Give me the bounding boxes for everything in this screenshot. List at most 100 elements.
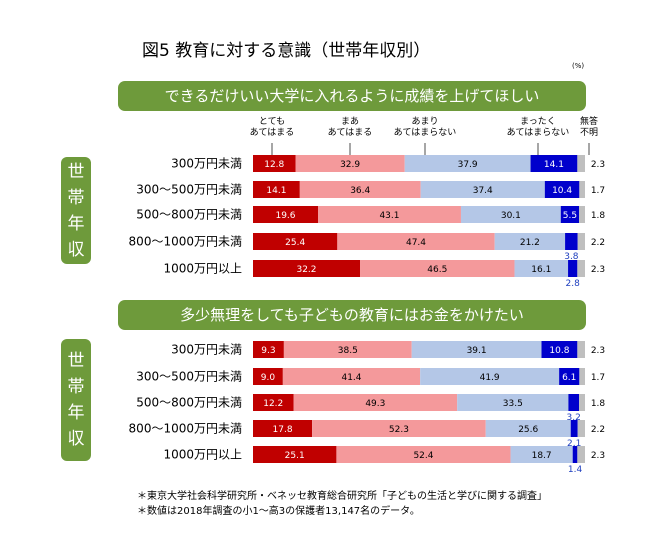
data-label: 1.8 [591,211,606,221]
bar-segment-maa [312,420,486,437]
footnote-data: ＊数値は2018年調査の小1～高3の保護者13,147名のデータ。 [137,506,420,517]
bar-segment-mutou [579,394,585,411]
legend-label: まったく [520,116,556,127]
bar-segment-totemo [253,446,337,463]
bar-segment-totemo [253,368,283,385]
data-label: 16.1 [531,265,551,275]
data-label: 46.5 [427,265,447,275]
side-char: 世 [67,351,85,371]
legend-label: あてはまる [250,127,295,138]
bar-segment-amari [404,155,531,172]
data-label: 43.1 [379,211,399,221]
bar-segment-amari [411,341,542,358]
data-label: 2.3 [591,160,605,170]
side-char: 世 [67,161,85,182]
bar-segment-totemo [253,206,319,223]
data-label: 32.2 [296,265,316,275]
data-label: 41.9 [480,373,500,383]
legend-label: とても [259,116,285,127]
data-label: 2.8 [566,279,581,289]
category-label: 300～500万円未満 [136,183,242,197]
bar-segment-amari [420,181,545,198]
bar-segment-mutou [577,233,585,250]
bar-segment-mattaku [568,260,578,277]
data-label: 41.4 [341,373,361,383]
bar-segment-mattaku [572,446,578,463]
side-char: 帯 [67,377,85,397]
bar-segment-amari [514,260,569,277]
bar-segment-amari [485,420,571,437]
data-label: 18.7 [532,451,552,461]
data-label: 2.1 [567,439,581,449]
data-label: 5.5 [563,211,577,221]
bar-segment-maa [295,155,405,172]
data-label: 17.8 [273,425,293,435]
data-label: 2.3 [591,451,605,461]
bar-segment-mattaku [559,368,580,385]
data-label: 32.9 [340,160,360,170]
side-label-bottom: 世 帯 年 収 [61,339,91,461]
bar-segment-mattaku [565,233,578,250]
bar-segment-amari [460,206,561,223]
legend-label: あまり [411,116,438,127]
bar-segment-mutou [579,181,585,198]
bar-segment-maa [360,260,515,277]
data-label: 2.3 [591,265,605,275]
data-label: 1.7 [591,186,605,196]
side-char: 年 [67,403,85,423]
bar-segment-mattaku [544,181,580,198]
bar-segment-totemo [253,394,294,411]
data-label: 3.8 [564,252,579,262]
data-label: 10.4 [552,186,572,196]
bar-segment-mutou [577,420,585,437]
data-label: 9.0 [261,373,276,383]
category-label: 300万円未満 [171,343,242,357]
data-label: 47.4 [406,238,426,248]
legend-label: あてはまらない [507,127,570,138]
bar-segment-mattaku [570,420,578,437]
bar-segment-totemo [253,260,361,277]
bar-segment-amari [510,446,573,463]
bar-segment-totemo [253,155,296,172]
bar-segment-mattaku [541,341,578,358]
bar-segment-maa [283,341,412,358]
side-char: 収 [67,239,85,260]
data-label: 2.2 [591,425,605,435]
legend-label: まあ [341,116,359,127]
side-char: 年 [67,213,85,234]
data-label: 14.1 [544,160,564,170]
bar-segment-totemo [253,233,338,250]
category-label: 800～1000万円未満 [129,422,242,436]
category-label: 500～800万円未満 [136,208,242,222]
bar-segment-mutou [579,206,585,223]
legend-label: あてはまる [328,127,373,138]
bar-segment-totemo [253,181,300,198]
bar-segment-mattaku [560,206,580,223]
bar-segment-maa [299,181,421,198]
bar-segment-mutou [577,155,585,172]
data-label: 25.6 [518,425,538,435]
data-label: 39.1 [467,346,487,356]
data-label: 25.4 [285,238,305,248]
data-label: 12.2 [263,399,283,409]
category-label: 1000万円以上 [163,262,242,276]
bar-segment-mutou [577,446,585,463]
data-label: 1.4 [568,465,583,475]
data-label: 10.8 [549,346,569,356]
bar-segment-maa [318,206,461,223]
bar-segment-maa [293,394,458,411]
chart-1-title: できるだけいい大学に入れるように成績を上げてほしい [118,81,586,111]
bar-segment-amari [494,233,566,250]
data-label: 2.2 [591,238,605,248]
category-label: 300～500万円未満 [136,370,242,384]
data-label: 37.4 [473,186,493,196]
data-label: 36.4 [350,186,370,196]
data-label: 1.7 [591,373,605,383]
side-label-top: 世 帯 年 収 [61,157,91,264]
data-label: 52.4 [413,451,433,461]
data-label: 19.6 [275,211,295,221]
legend-label: 不明 [580,127,598,138]
data-label: 2.3 [591,346,605,356]
data-label: 33.5 [503,399,523,409]
